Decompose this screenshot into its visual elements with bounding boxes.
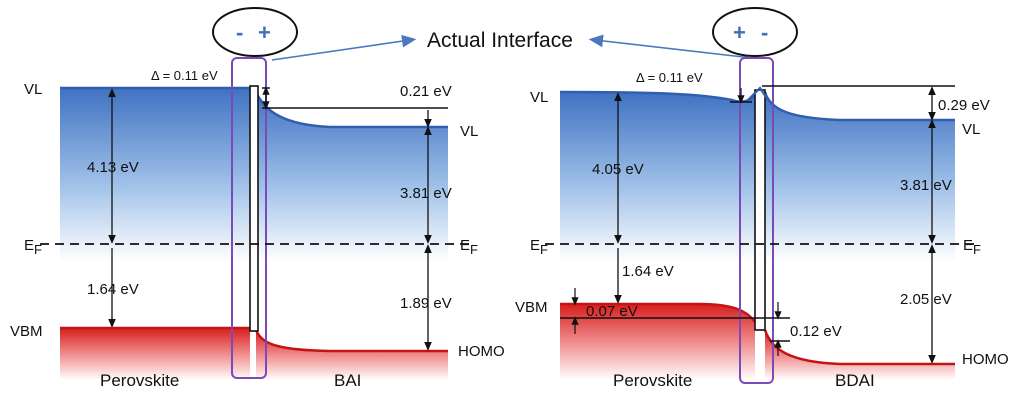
right-vl-right-label: VL: [962, 121, 980, 138]
actual-interface-label: Actual Interface: [427, 29, 573, 52]
right-fermi-right-label: EF: [963, 237, 981, 257]
right-perovskite-vbm-region: [560, 304, 755, 380]
right-dipole-oval: [712, 7, 798, 57]
right-homo-shift-label: 0.12 eV: [790, 323, 842, 340]
left-bai-vacuum-region: [256, 92, 448, 262]
right-material-perovskite: Perovskite: [613, 371, 692, 390]
left-fermi-right-label: EF: [460, 237, 478, 257]
left-panel: - + Δ = 0.11 eV 0.21 eV VL VL 4.13 eV 3.…: [10, 7, 505, 390]
left-interface-box: [231, 57, 267, 379]
right-vbm-shift-label: 0.07 eV: [586, 303, 638, 320]
left-work-function-right-label: 3.81 eV: [400, 185, 452, 202]
right-vl-offset-label: 0.29 eV: [938, 97, 990, 114]
right-sign-positive: +: [733, 20, 746, 45]
left-homo-gap-label: 1.89 eV: [400, 295, 452, 312]
right-work-function-right-label: 3.81 eV: [900, 177, 952, 194]
right-material-bdai: BDAI: [835, 371, 875, 390]
left-dipole-oval: [212, 7, 298, 57]
right-interface-bar: [754, 89, 766, 331]
left-work-function-label: 4.13 eV: [87, 159, 139, 176]
right-vl-label: VL: [530, 89, 548, 106]
right-sign-negative: -: [761, 20, 768, 45]
left-homo-label: HOMO: [458, 343, 505, 360]
right-homo-label: HOMO: [962, 351, 1009, 368]
right-bdai-vacuum-region: [765, 92, 955, 262]
left-homo-line: [254, 329, 448, 353]
right-work-function-label: 4.05 eV: [592, 161, 644, 178]
right-panel: + - Δ = 0.11 eV 0.29 eV VL VL 4.05 eV 3.…: [515, 7, 1009, 390]
right-homo-line: [763, 329, 955, 366]
right-bdai-homo-region: [765, 330, 955, 380]
left-bai-homo-region: [256, 330, 448, 380]
left-vl-bai-line: [254, 91, 448, 129]
left-vl-right-label: VL: [460, 123, 478, 140]
left-material-bai: BAI: [334, 371, 361, 390]
left-interface-bar: [249, 85, 259, 332]
right-vbm-label: VBM: [515, 299, 548, 316]
callout-arrow-left: [271, 34, 417, 61]
left-vl-offset-label: 0.21 eV: [400, 83, 452, 100]
right-vbm-line: [560, 302, 757, 323]
right-delta-label: Δ = 0.11 eV: [636, 70, 703, 85]
left-sign-positive: +: [258, 20, 271, 45]
left-perovskite-vbm-region: [60, 328, 250, 380]
left-vl-label: VL: [24, 81, 42, 98]
right-interface-box: [739, 57, 774, 384]
left-material-perovskite: Perovskite: [100, 371, 179, 390]
right-fermi-label: EF: [530, 237, 548, 257]
left-fermi-label: EF: [24, 237, 42, 257]
left-vbm-label: VBM: [10, 323, 43, 340]
callout-arrow-right: [588, 34, 753, 59]
right-perovskite-vacuum-region: [560, 92, 755, 262]
left-vbm-gap-label: 1.64 eV: [87, 281, 139, 298]
right-vbm-gap-label: 1.64 eV: [622, 263, 674, 280]
left-perovskite-vacuum-region: [60, 88, 250, 262]
right-homo-gap-label: 2.05 eV: [900, 291, 952, 308]
left-delta-label: Δ = 0.11 eV: [151, 68, 218, 83]
left-sign-negative: -: [236, 20, 243, 45]
right-vl-spike: [747, 86, 769, 101]
